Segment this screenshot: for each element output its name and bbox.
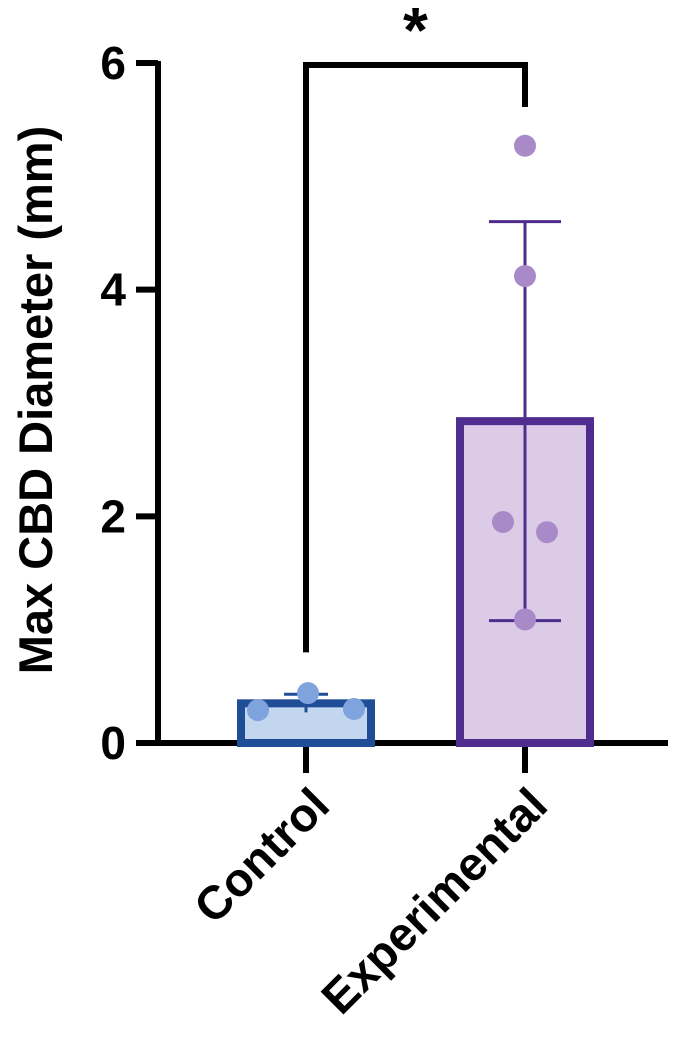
data-point xyxy=(514,608,536,631)
y-tick-label: 4 xyxy=(100,264,126,316)
significance-bracket: * xyxy=(303,0,528,653)
x-tick-label-experimental: Experimental xyxy=(311,778,557,1024)
data-point xyxy=(514,134,536,157)
y-axis-title: Max CBD Diameter (mm) xyxy=(9,126,62,674)
data-point xyxy=(492,511,514,533)
y-tick-label: 0 xyxy=(100,717,126,769)
data-points xyxy=(247,134,558,722)
y-tick-label: 6 xyxy=(100,37,126,89)
x-tick-label-control: Control xyxy=(183,778,339,934)
y-ticks: 0 2 4 6 xyxy=(100,37,528,773)
significance-marker: * xyxy=(403,0,428,66)
bars xyxy=(237,417,594,747)
y-tick-label: 2 xyxy=(100,490,126,542)
data-point xyxy=(343,698,365,720)
y-axis-title-group: Max CBD Diameter (mm) xyxy=(9,126,62,674)
data-point xyxy=(247,699,269,722)
data-point xyxy=(514,265,536,288)
data-point xyxy=(536,521,558,544)
data-point xyxy=(297,682,319,705)
significance-bracket-line xyxy=(303,62,528,653)
